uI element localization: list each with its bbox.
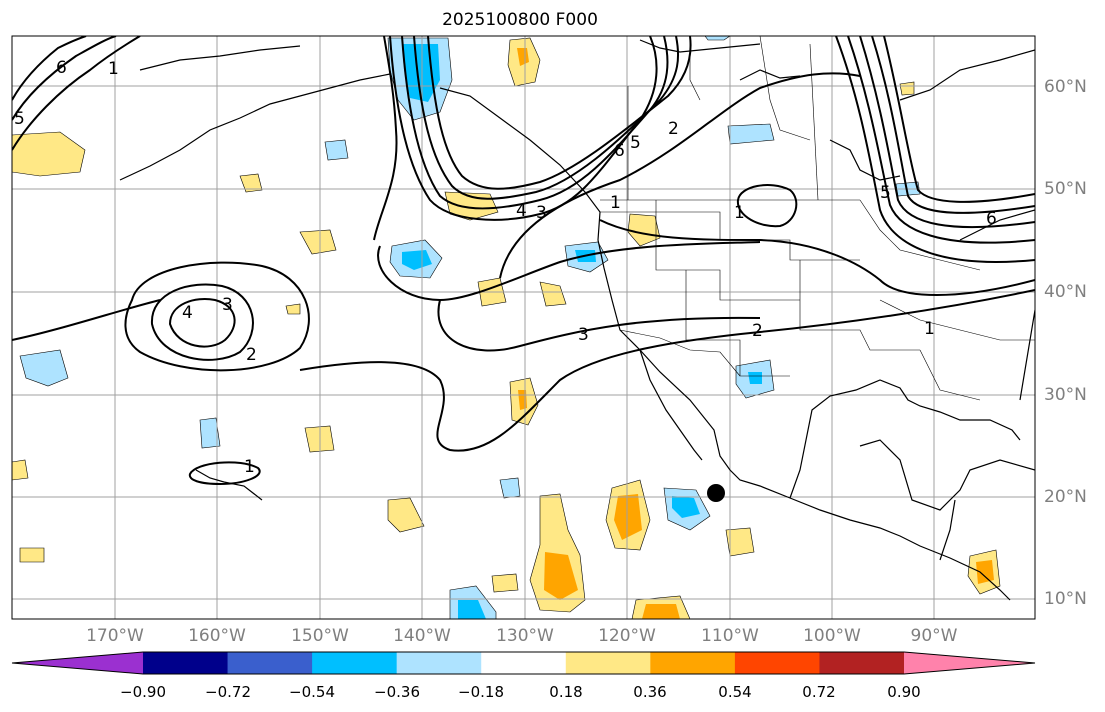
graticule bbox=[12, 36, 1035, 619]
lon-label: 130°W bbox=[496, 626, 554, 646]
lat-label: 10°N bbox=[1044, 589, 1087, 609]
lon-label: 140°W bbox=[393, 626, 451, 646]
contour-label: 5 bbox=[880, 183, 891, 203]
colorbar-tick: 0.18 bbox=[549, 683, 583, 701]
colorbar-extend-low bbox=[12, 652, 143, 674]
contour-label: 1 bbox=[734, 203, 745, 223]
colorbar-tick: −0.36 bbox=[374, 683, 420, 701]
colorbar-segment bbox=[819, 652, 905, 674]
colorbar-tick: −0.72 bbox=[205, 683, 251, 701]
colorbar-segment bbox=[312, 652, 398, 674]
contour-label: 3 bbox=[578, 325, 589, 345]
storm-center-dot bbox=[707, 484, 725, 502]
lon-label: 120°W bbox=[598, 626, 656, 646]
anomaly-shading bbox=[12, 36, 1001, 619]
contour-label: 1 bbox=[108, 59, 119, 79]
contour-label: 6 bbox=[986, 209, 997, 229]
colorbar-tick: 0.36 bbox=[633, 683, 667, 701]
lat-label: 20°N bbox=[1044, 487, 1087, 507]
colorbar-segment bbox=[650, 652, 736, 674]
colorbar-tick: −0.90 bbox=[120, 683, 166, 701]
lat-label: 40°N bbox=[1044, 282, 1087, 302]
contour-label: 2 bbox=[752, 321, 763, 341]
colorbar-extend-high bbox=[904, 652, 1035, 674]
colorbar-tick: −0.54 bbox=[289, 683, 335, 701]
colorbar bbox=[11, 651, 1036, 675]
colorbar-segment bbox=[227, 652, 313, 674]
contour-label: 3 bbox=[536, 203, 547, 223]
map-frame bbox=[11, 35, 1036, 620]
colorbar-tick: 0.90 bbox=[887, 683, 921, 701]
lon-label: 110°W bbox=[701, 626, 759, 646]
colorbar-tick: 0.72 bbox=[802, 683, 836, 701]
lon-label: 90°W bbox=[910, 626, 958, 646]
contour-label: 2 bbox=[668, 119, 679, 139]
map-title: 2025100800 F000 bbox=[442, 10, 598, 30]
colorbar-segment bbox=[396, 652, 482, 674]
contour-label: 2 bbox=[246, 345, 257, 365]
contour-label: 4 bbox=[182, 303, 193, 323]
coastlines bbox=[119, 39, 1035, 601]
lon-label: 160°W bbox=[188, 626, 246, 646]
contour-label: 4 bbox=[516, 201, 527, 221]
colorbar-tick: −0.18 bbox=[458, 683, 504, 701]
contour-label: 5 bbox=[14, 109, 25, 129]
lon-label: 170°W bbox=[86, 626, 144, 646]
colorbar-segment bbox=[734, 652, 820, 674]
contour-label: 6 bbox=[614, 141, 625, 161]
contour-label: 5 bbox=[630, 133, 641, 153]
contour-label: 1 bbox=[244, 457, 255, 477]
colorbar-segment bbox=[481, 652, 567, 674]
lat-label: 50°N bbox=[1044, 179, 1087, 199]
colorbar-segment bbox=[565, 652, 651, 674]
contour-label: 1 bbox=[610, 193, 621, 213]
borders bbox=[600, 36, 1035, 401]
contour-label: 6 bbox=[56, 58, 67, 78]
contour-lines bbox=[12, 36, 1035, 486]
colorbar-segment bbox=[143, 652, 229, 674]
lat-label: 30°N bbox=[1044, 385, 1087, 405]
lon-label: 150°W bbox=[291, 626, 349, 646]
contour-label: 3 bbox=[222, 295, 233, 315]
colorbar-tick: 0.54 bbox=[718, 683, 752, 701]
contour-labels: 6 6 6 5 5 5 4 4 3 3 3 2 2 2 1 1 1 1 1 bbox=[14, 58, 997, 477]
lon-label: 100°W bbox=[803, 626, 861, 646]
contour-label: 1 bbox=[924, 319, 935, 339]
lat-label: 60°N bbox=[1044, 77, 1087, 97]
